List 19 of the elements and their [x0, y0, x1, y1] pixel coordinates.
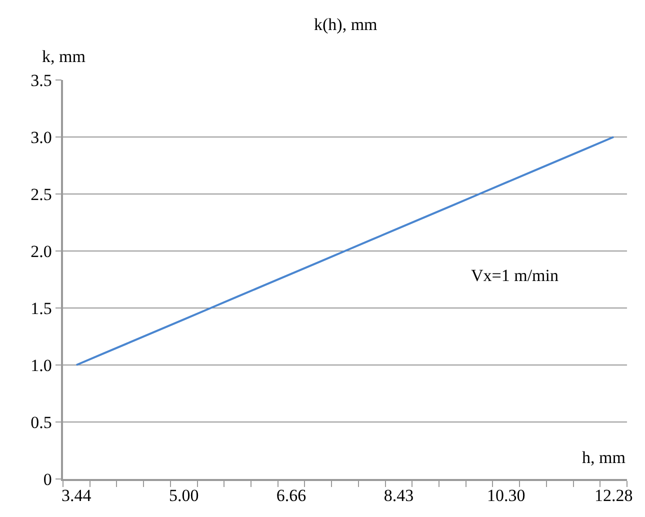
x-tick-label: 12.28 [594, 486, 633, 506]
y-tick-label: 1.5 [30, 298, 52, 318]
y-tick-label: 3.0 [30, 128, 52, 147]
y-tick-label: 2.0 [30, 242, 52, 261]
x-tick-label: 3.44 [62, 486, 92, 506]
y-axis-title: k, mm [42, 47, 86, 66]
annotation: Vx=1 m/min [471, 266, 560, 285]
line-series [75, 136, 615, 366]
y-tick-label: 3.5 [30, 70, 52, 90]
chart-title: k(h), mm [314, 15, 378, 34]
y-tick-label: 0.5 [30, 412, 52, 432]
x-axis-title: h, mm [582, 448, 626, 467]
x-tick-label: 5.00 [168, 486, 199, 506]
y-tick-label: 0 [43, 470, 52, 489]
x-tick-label: 6.66 [276, 486, 306, 506]
y-tick-label: 1.0 [30, 356, 52, 375]
x-tick-label: 10.30 [487, 486, 526, 506]
x-tick-label: 8.43 [384, 486, 414, 506]
y-tick-label: 2.5 [30, 184, 52, 204]
